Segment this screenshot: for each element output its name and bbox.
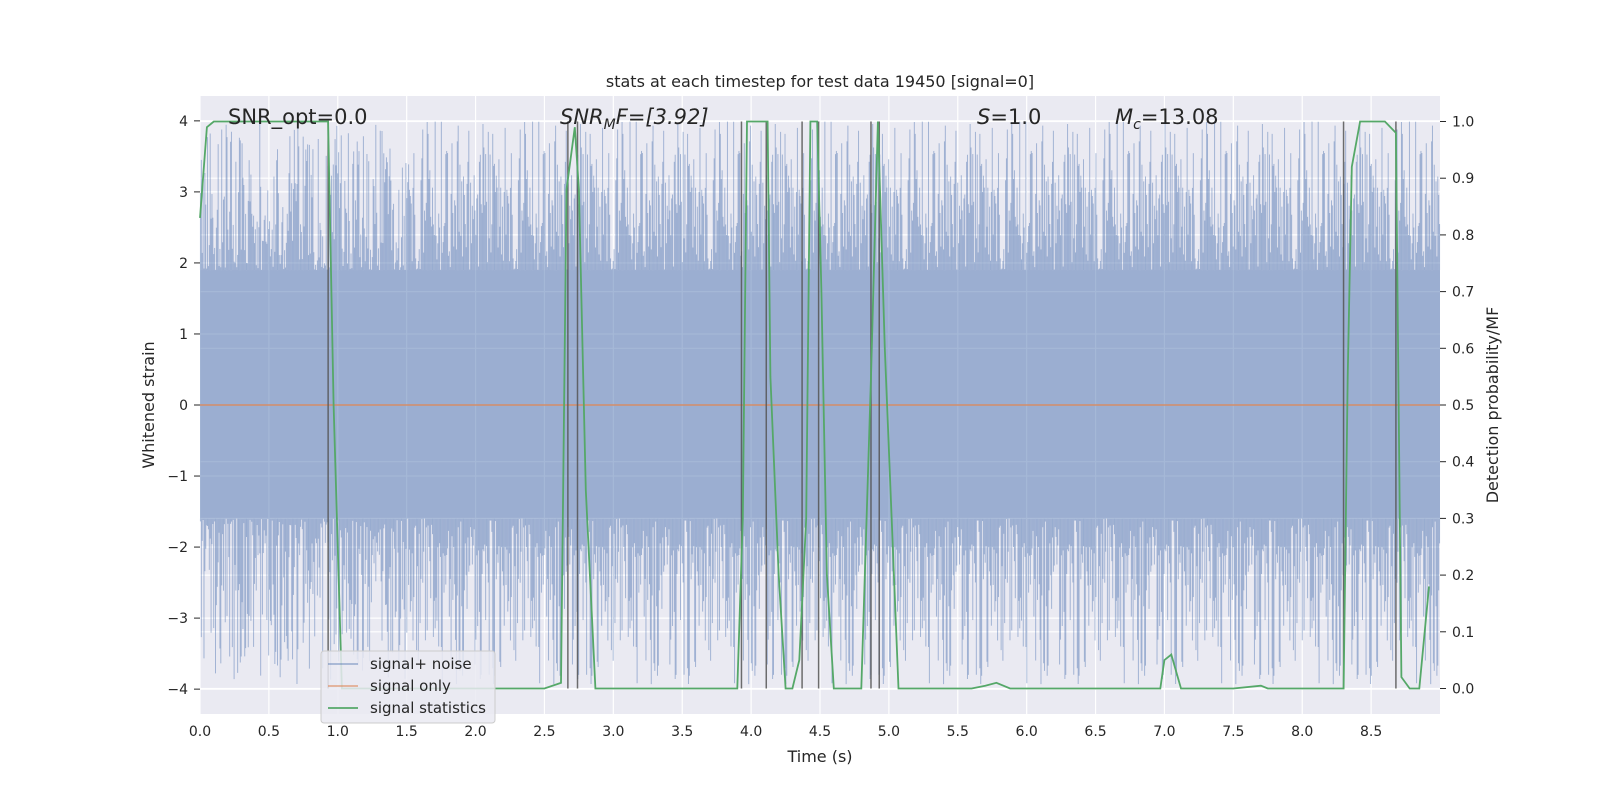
legend: signal+ noise signal only signal statist… (320, 650, 496, 724)
y-tick-label: 3 (179, 185, 188, 201)
y2-tick-label: 0.2 (1452, 568, 1474, 584)
annotation-s-rest: =1.0 (990, 105, 1041, 129)
x-tick-label: 2.5 (533, 724, 555, 740)
annotation-snr-mf-rest: F=[3.92] (616, 105, 709, 129)
signal-noise-series (199, 121, 1441, 685)
y-tick-label: −3 (167, 611, 188, 627)
x-tick-label: 1.5 (396, 724, 418, 740)
x-tick-label: 6.5 (1084, 724, 1106, 740)
y2-tick-label: 0.4 (1452, 455, 1474, 471)
y2-tick-label: 0.3 (1452, 511, 1474, 527)
x-tick-label: 3.0 (602, 724, 624, 740)
annotation-snr-mf-main: SNR (560, 105, 604, 129)
x-axis-ticks: 0.0 0.5 1.0 1.5 2.0 2.5 3.0 3.5 4.0 4.5 5.0 5.5 6.0 6… (189, 724, 1382, 740)
legend-label-signal-only: signal only (370, 677, 451, 695)
signal-statistics-series (199, 120, 1430, 690)
y2-tick-label: 0.7 (1452, 285, 1474, 301)
annotation-mc: Mc=13.08 (1115, 105, 1219, 133)
legend-box (320, 650, 496, 724)
y-tick-label: −1 (167, 469, 188, 485)
noise-core-band (200, 270, 1440, 519)
x-tick-label: 0.0 (189, 724, 211, 740)
y-tick-label: 1 (179, 327, 188, 343)
annotation-mc-main: M (1115, 105, 1133, 129)
y-tick-label: −4 (167, 682, 188, 698)
y2-tick-label: 0.1 (1452, 625, 1474, 641)
y-tick-label: −2 (167, 540, 188, 556)
x-tick-label: 5.0 (878, 724, 900, 740)
y2-axis-ticks: 0.0 0.1 0.2 0.3 0.4 0.5 0.6 0.7 0.8 0.9 1.0 (1440, 115, 1474, 697)
x-tick-label: 7.0 (1153, 724, 1175, 740)
legend-label-signal-noise: signal+ noise (370, 655, 472, 673)
y-tick-label: 4 (179, 114, 188, 130)
x-tick-label: 0.5 (258, 724, 280, 740)
y2-tick-label: 1.0 (1452, 115, 1474, 131)
annotation-snr-mf-sub: M (604, 117, 616, 133)
x-tick-label: 3.5 (671, 724, 693, 740)
y-tick-label: 0 (179, 398, 188, 414)
x-tick-label: 5.5 (947, 724, 969, 740)
x-tick-label: 8.5 (1360, 724, 1382, 740)
x-tick-label: 1.0 (327, 724, 349, 740)
annotation-s-main: S (977, 105, 990, 129)
chart-title: stats at each timestep for test data 194… (606, 72, 1034, 91)
legend-label-signal-statistics: signal statistics (370, 699, 486, 717)
y2-tick-label: 0.0 (1452, 681, 1474, 697)
annotation-snr-opt: SNR_opt=0.0 (228, 105, 368, 130)
x-tick-label: 2.0 (464, 724, 486, 740)
x-tick-label: 7.5 (1222, 724, 1244, 740)
x-tick-label: 4.0 (740, 724, 762, 740)
y2-tick-label: 0.5 (1452, 398, 1474, 414)
y-tick-label: 2 (179, 256, 188, 272)
y-axis-label: Whitened strain (139, 341, 158, 468)
y2-axis-label: Detection probability/MF (1483, 307, 1502, 504)
annotation-mc-sub: c (1133, 117, 1141, 133)
annotation-s: S=1.0 (977, 105, 1041, 129)
y2-tick-label: 0.8 (1452, 228, 1474, 244)
x-tick-label: 8.0 (1291, 724, 1313, 740)
annotation-mc-rest: =13.08 (1141, 105, 1219, 129)
y2-tick-label: 0.9 (1452, 171, 1474, 187)
annotation-snr-mf: SNRMF=[3.92] (560, 105, 709, 133)
x-axis-label: Time (s) (786, 747, 852, 766)
y2-tick-label: 0.6 (1452, 341, 1474, 357)
x-tick-label: 6.0 (1016, 724, 1038, 740)
y-axis-ticks: −4 −3 −2 −1 0 1 2 3 4 (167, 114, 200, 698)
x-tick-label: 4.5 (809, 724, 831, 740)
